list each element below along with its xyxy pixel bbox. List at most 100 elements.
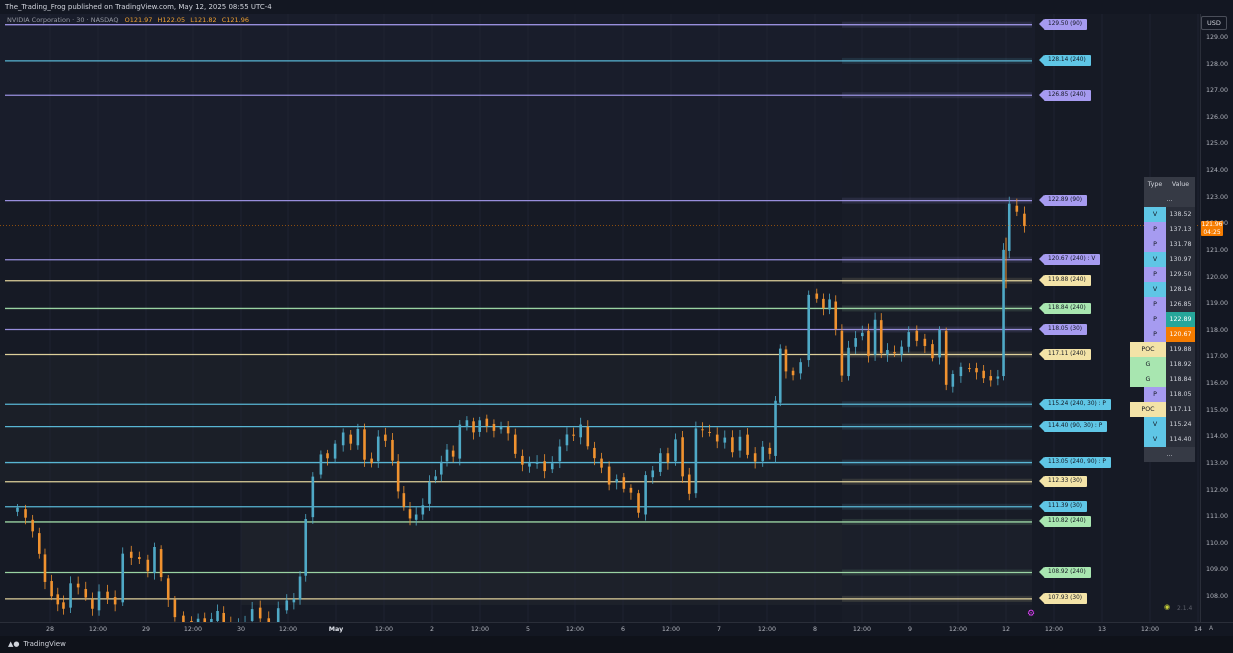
candle-body: [701, 429, 704, 431]
indicator-version: 2.1.4: [1177, 605, 1193, 612]
candle-body: [341, 432, 345, 446]
last-price-countdown: 04:25: [1203, 228, 1221, 236]
level-label: 117.11 (240): [1039, 349, 1091, 360]
levels-table-row: P 118.05: [1144, 387, 1195, 402]
publisher-line: The_Trading_Frog published on TradingVie…: [0, 0, 1233, 14]
candle-body: [16, 507, 19, 512]
time-tick-label: 5: [525, 626, 531, 633]
candle-body: [24, 509, 27, 518]
candle-body: [56, 594, 60, 605]
price-tick-label: 123.00: [1206, 193, 1229, 201]
table-type-cell: P: [1144, 222, 1166, 237]
candle-body: [43, 554, 47, 582]
candle-body: [166, 578, 170, 600]
time-tick-label: 12:00: [470, 626, 490, 633]
candle-body: [391, 439, 394, 461]
candle-body: [113, 597, 117, 605]
candle-body: [84, 589, 88, 598]
candle-body: [731, 437, 734, 453]
candle-body: [121, 553, 125, 603]
candle-body: [982, 370, 985, 379]
levels-table-row: P 129.50: [1144, 267, 1195, 282]
level-glow-14: [842, 518, 1032, 525]
levels-table-row: V 114.40: [1144, 432, 1195, 447]
candle-body: [451, 450, 455, 457]
level-label: 128.14 (240): [1039, 55, 1091, 67]
auto-scale-toggle[interactable]: A: [1209, 625, 1214, 632]
level-label: 129.50 (90): [1038, 19, 1088, 31]
table-value-cell: 115.24: [1166, 417, 1195, 432]
candle-body: [815, 293, 819, 299]
candle-body: [190, 620, 193, 622]
table-value-cell: 131.78: [1166, 237, 1195, 252]
time-tick-label: 12:00: [374, 626, 394, 633]
candle-body: [285, 600, 289, 611]
time-tick-label: 2: [429, 626, 435, 633]
price-chart[interactable]: [0, 14, 1200, 622]
candle-body: [893, 352, 896, 354]
time-tick-label: 28: [45, 626, 55, 633]
candle-body: [681, 437, 684, 477]
candle-body: [723, 437, 727, 443]
candle-body: [356, 428, 360, 446]
candle-body: [708, 431, 711, 433]
level-glow-13: [842, 503, 1032, 510]
time-tick-label: 12:00: [88, 626, 108, 633]
table-value-cell: 122.89: [1166, 312, 1195, 327]
candle-body: [210, 618, 213, 622]
candle-body: [458, 424, 462, 459]
candle-body: [159, 549, 163, 578]
candle-body: [384, 434, 387, 441]
candle-body: [622, 477, 626, 489]
price-tick-label: 119.00: [1206, 300, 1229, 308]
candle-body: [311, 476, 315, 518]
level-label: 111.39 (30): [1038, 501, 1088, 513]
price-tick-label: 110.00: [1206, 539, 1229, 547]
candle-body: [37, 533, 41, 554]
time-tick-label: 12:00: [1140, 626, 1160, 633]
currency-button[interactable]: USD: [1201, 16, 1227, 30]
time-tick-label: 12: [1001, 626, 1011, 633]
level-label: 110.82 (240): [1039, 516, 1091, 528]
price-tick-label: 126.00: [1206, 113, 1229, 121]
candle-body: [319, 454, 323, 475]
candle-body: [445, 449, 449, 462]
level-label: 126.85 (240): [1039, 89, 1091, 101]
levels-table-row: POC 119.88: [1130, 342, 1195, 357]
candle-body: [138, 557, 141, 560]
time-axis[interactable]: [0, 622, 1233, 636]
candle-body: [860, 332, 864, 337]
symbol-title: NVIDIA Corporation · 30 · NASDAQ: [7, 16, 119, 24]
candle-body: [938, 330, 941, 358]
candle-body: [521, 455, 524, 465]
settings-gear-icon[interactable]: ⚙: [1027, 609, 1036, 619]
level-label: 107.93 (30): [1038, 593, 1088, 605]
price-tick-label: 129.00: [1206, 34, 1229, 41]
candle-body: [1015, 205, 1019, 212]
level-glow-7: [842, 326, 1032, 333]
levels-table-row: POC 117.11: [1130, 402, 1195, 417]
candle-body: [1002, 249, 1005, 377]
level-label: 120.67 (240) : V: [1038, 254, 1101, 266]
price-tick-label: 125.00: [1206, 140, 1229, 148]
table-type-cell: V: [1144, 252, 1166, 267]
price-axis[interactable]: [1200, 14, 1233, 622]
level-glow-12: [842, 478, 1032, 485]
levels-table-row: ...: [1144, 447, 1195, 462]
levels-table: Type Value... V 138.52 P 137.13 P 131.78 V 130.97…: [1130, 177, 1195, 462]
candle-body: [414, 514, 418, 520]
candle-body: [506, 426, 510, 434]
price-tick-label: 121.00: [1206, 246, 1229, 254]
table-value-cell: 118.05: [1166, 387, 1195, 402]
table-value-cell: 120.67: [1166, 327, 1195, 342]
last-price-tag: 121.96 04:25: [1201, 221, 1223, 236]
price-tick-label: 116.00: [1206, 380, 1229, 388]
table-type-cell: POC: [1130, 342, 1166, 357]
candle-body: [402, 493, 406, 508]
candle-body: [267, 618, 271, 622]
candle-body: [944, 330, 948, 385]
time-tick-label: 14: [1193, 626, 1203, 633]
candle-body: [572, 434, 575, 436]
candle-body: [873, 319, 877, 355]
table-value-cell: 128.14: [1166, 282, 1195, 297]
